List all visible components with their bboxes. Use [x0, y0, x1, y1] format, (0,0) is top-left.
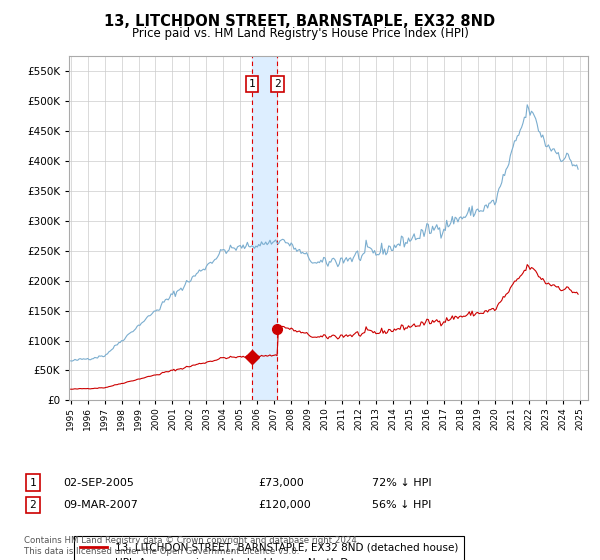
Bar [251, 56, 277, 400]
Text: 2: 2 [29, 500, 37, 510]
Text: 1: 1 [248, 79, 255, 89]
Text: 09-MAR-2007: 09-MAR-2007 [63, 500, 138, 510]
Text: 56% ↓ HPI: 56% ↓ HPI [372, 500, 431, 510]
Text: 72% ↓ HPI: 72% ↓ HPI [372, 478, 431, 488]
Text: 02-SEP-2005: 02-SEP-2005 [63, 478, 134, 488]
Text: Price paid vs. HM Land Registry's House Price Index (HPI): Price paid vs. HM Land Registry's House … [131, 27, 469, 40]
Text: 1: 1 [29, 478, 37, 488]
Text: Contains HM Land Registry data © Crown copyright and database right 2024.
This d: Contains HM Land Registry data © Crown c… [24, 536, 359, 556]
Text: £73,000: £73,000 [258, 478, 304, 488]
Text: £120,000: £120,000 [258, 500, 311, 510]
Legend: 13, LITCHDON STREET, BARNSTAPLE, EX32 8ND (detached house), HPI: Average price, : 13, LITCHDON STREET, BARNSTAPLE, EX32 8N… [74, 536, 464, 560]
Text: 13, LITCHDON STREET, BARNSTAPLE, EX32 8ND: 13, LITCHDON STREET, BARNSTAPLE, EX32 8N… [104, 14, 496, 29]
Text: 2: 2 [274, 79, 281, 89]
